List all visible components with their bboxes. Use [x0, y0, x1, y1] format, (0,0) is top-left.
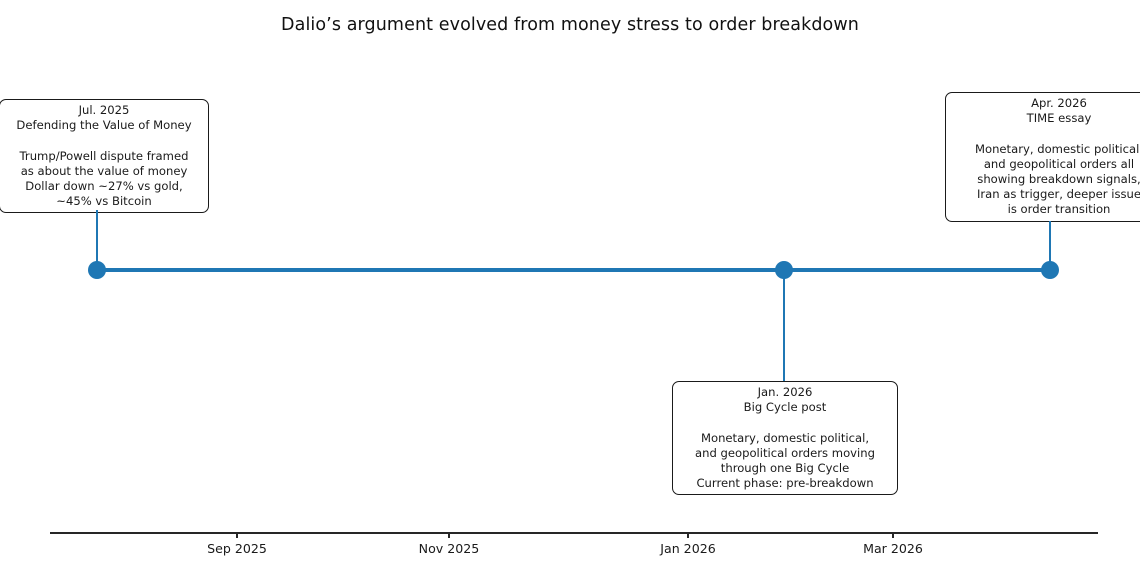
note-description: Monetary, domestic political, and geopol…	[695, 430, 875, 491]
x-axis-tick-label: Jan 2026	[660, 541, 716, 556]
note-description: Trump/Powell dispute framed as about the…	[19, 148, 189, 209]
x-axis-tick-label: Mar 2026	[863, 541, 923, 556]
event-marker-jul-2025	[88, 261, 106, 279]
event-note-apr-2026: Apr. 2026 TIME essay Monetary, domestic …	[945, 92, 1140, 222]
note-date: Apr. 2026	[1031, 96, 1087, 110]
x-axis-tick-label: Nov 2025	[418, 541, 480, 556]
event-connector-apr-2026	[1049, 221, 1051, 270]
note-title: TIME essay	[1026, 111, 1092, 126]
note-description: Monetary, domestic political, and geopol…	[974, 141, 1140, 217]
x-axis-tick	[236, 533, 238, 538]
chart-title: Dalio’s argument evolved from money stre…	[281, 15, 859, 35]
note-title: Defending the Value of Money	[16, 118, 192, 133]
note-title: Big Cycle post	[743, 400, 827, 415]
x-axis-line	[50, 532, 1098, 534]
x-axis-tick-label: Sep 2025	[207, 541, 267, 556]
timeline-line	[97, 268, 1050, 272]
note-date: Jul. 2025	[78, 103, 130, 117]
event-note-jan-2026: Jan. 2026 Big Cycle post Monetary, domes…	[672, 381, 898, 496]
event-marker-apr-2026	[1041, 261, 1059, 279]
event-connector-jul-2025	[96, 210, 98, 270]
event-marker-jan-2026	[775, 261, 793, 279]
x-axis-tick	[687, 533, 689, 538]
x-axis-tick	[448, 533, 450, 538]
note-date: Jan. 2026	[757, 385, 813, 399]
x-axis-tick	[892, 533, 894, 538]
event-connector-jan-2026	[783, 270, 785, 381]
event-note-jul-2025: Jul. 2025 Defending the Value of Money T…	[0, 99, 209, 214]
